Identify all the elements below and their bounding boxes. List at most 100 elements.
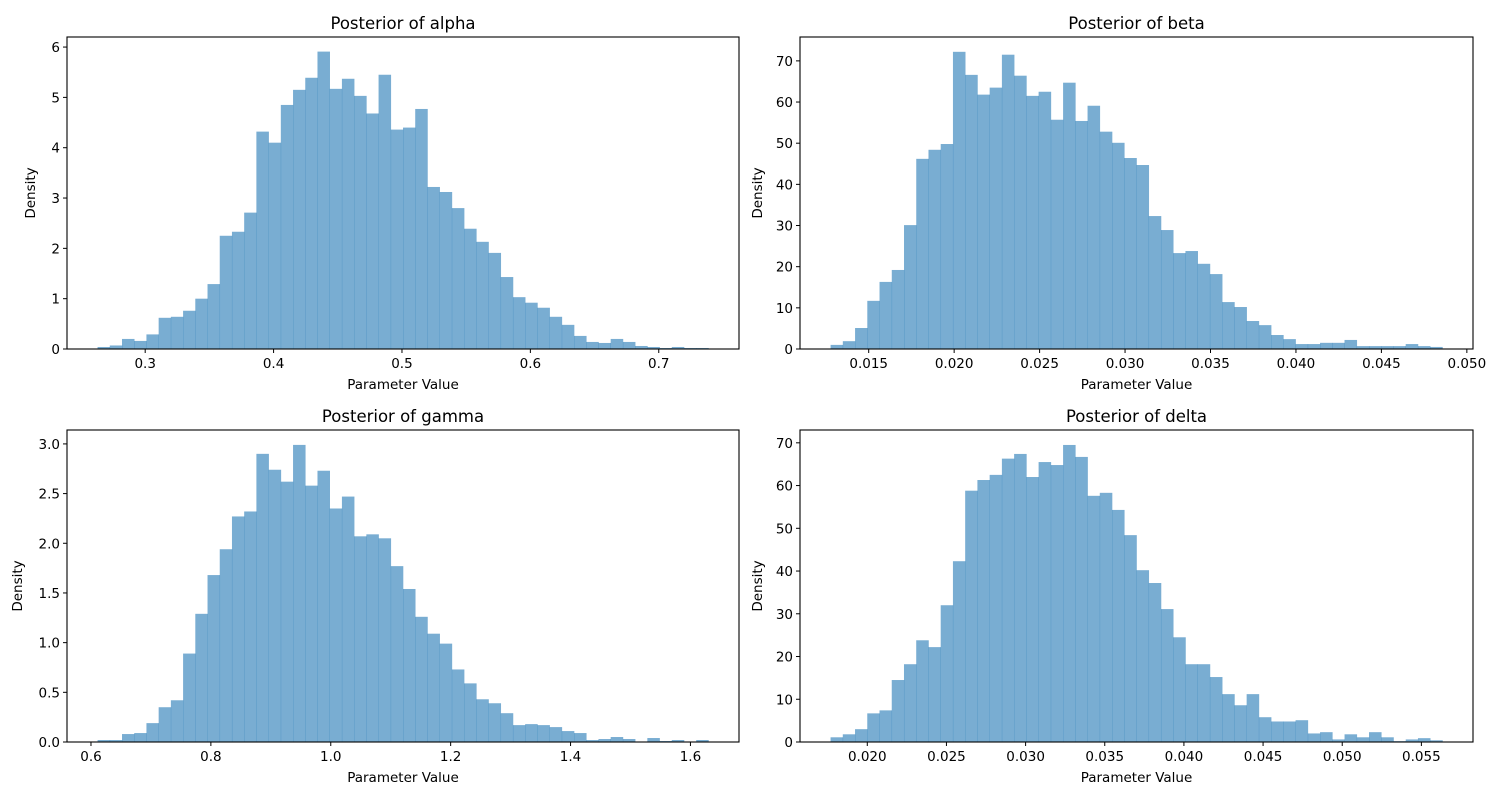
chart-title: Posterior of alpha <box>330 14 475 33</box>
histogram-bar <box>415 616 428 742</box>
histogram-bar <box>97 740 111 742</box>
histogram-bar <box>1344 339 1358 349</box>
x-tick-label: 0.015 <box>849 356 888 372</box>
histogram-bar <box>1001 458 1015 742</box>
histogram-bar <box>476 241 489 349</box>
histogram-bar <box>439 191 453 349</box>
y-tick-label: 2 <box>51 241 60 257</box>
histogram-bar <box>439 643 453 742</box>
histogram-bar <box>1038 462 1052 742</box>
histogram-bar <box>207 284 221 349</box>
histogram-bar <box>488 252 502 349</box>
histogram-bar <box>109 345 123 349</box>
histogram-bar <box>1369 732 1382 742</box>
histogram-bar <box>1185 251 1198 349</box>
y-tick-label: 20 <box>776 260 793 276</box>
histogram-bar <box>696 740 709 742</box>
y-tick-label: 3.0 <box>39 437 60 453</box>
histogram-bar <box>134 733 147 742</box>
histogram-bar <box>1258 325 1272 349</box>
histogram-bar <box>305 77 318 349</box>
histogram-bar <box>574 733 587 742</box>
histogram-bar <box>1332 342 1345 349</box>
y-axis-label: Density <box>750 167 766 218</box>
histogram-bar <box>146 723 159 742</box>
histogram-bar <box>1001 54 1015 349</box>
histogram-bar <box>1112 142 1125 349</box>
x-tick-label: 0.055 <box>1402 749 1441 765</box>
x-tick-label: 0.035 <box>1191 356 1230 372</box>
y-tick-label: 40 <box>776 564 793 580</box>
y-tick-label: 1.5 <box>39 586 60 602</box>
histogram-bar <box>1038 91 1052 349</box>
histogram-bar <box>622 341 636 349</box>
y-tick-label: 0.5 <box>39 685 60 701</box>
x-tick-label: 0.8 <box>200 749 221 765</box>
histogram-bar <box>1014 453 1027 742</box>
histogram-bar <box>1197 664 1211 742</box>
histogram-bar <box>1417 738 1431 742</box>
y-tick-label: 10 <box>776 301 793 317</box>
histogram-bar <box>512 297 526 349</box>
y-tick-label: 30 <box>776 219 793 235</box>
histogram-bar <box>525 302 538 349</box>
x-tick-label: 0.6 <box>80 749 101 765</box>
histogram-bar <box>940 144 954 349</box>
y-tick-label: 20 <box>776 650 793 666</box>
y-tick-label: 5 <box>51 90 60 106</box>
y-tick-label: 60 <box>776 95 793 111</box>
histogram-bar <box>1430 346 1443 349</box>
x-axis-label: Parameter Value <box>347 770 459 786</box>
histogram-bar <box>341 496 355 742</box>
histogram-bar <box>1026 95 1039 349</box>
histogram-bar <box>903 664 917 742</box>
y-tick-label: 3 <box>51 191 60 207</box>
histogram-bar <box>354 95 367 350</box>
histogram-bar <box>916 158 929 349</box>
histogram-bar <box>574 335 587 349</box>
x-tick-label: 0.020 <box>935 356 974 372</box>
histogram-bar <box>610 338 624 349</box>
histogram-bar <box>977 94 990 349</box>
histogram-bar <box>989 87 1003 350</box>
histogram-bar <box>867 300 880 349</box>
x-tick-label: 0.4 <box>263 356 284 372</box>
histogram-bar <box>158 707 172 742</box>
histogram-bar <box>537 725 550 742</box>
histogram-bar <box>97 346 111 349</box>
histogram-bar <box>989 474 1003 742</box>
histogram-bar <box>1430 740 1443 742</box>
y-tick-label: 30 <box>776 607 793 623</box>
histogram-bar <box>830 344 844 349</box>
histogram-bar <box>1197 263 1211 349</box>
x-tick-label: 0.030 <box>1106 356 1145 372</box>
histogram-bar <box>1063 444 1076 742</box>
histogram-bar <box>1417 346 1431 349</box>
histogram-bar <box>1295 344 1309 349</box>
histogram-bar <box>1271 721 1284 742</box>
x-tick-label: 0.050 <box>1448 356 1487 372</box>
histogram-bar <box>256 453 269 742</box>
histogram-bar <box>1381 737 1394 742</box>
histogram-bar <box>403 588 416 742</box>
x-tick-label: 0.5 <box>391 356 412 372</box>
histogram-bar <box>916 640 929 742</box>
histogram-bar <box>268 142 282 349</box>
chart-title: Posterior of delta <box>1066 407 1207 426</box>
histogram-bar <box>1160 230 1174 349</box>
histogram-bar <box>329 508 343 742</box>
histogram-bar <box>598 739 611 742</box>
y-tick-label: 1 <box>51 292 60 308</box>
axes-frame <box>66 429 740 743</box>
histogram-bar <box>1356 346 1370 349</box>
y-tick-label: 0.0 <box>39 735 60 751</box>
histogram-bar <box>1099 131 1113 349</box>
histogram-bar <box>1234 705 1247 742</box>
histogram-bar <box>476 699 489 742</box>
x-tick-label: 0.6 <box>520 356 541 372</box>
y-tick-label: 0 <box>784 735 793 751</box>
y-tick-label: 0 <box>51 342 60 358</box>
histogram-bar <box>427 186 440 349</box>
y-axis-label: Density <box>10 560 26 611</box>
histogram-bar <box>244 511 257 742</box>
